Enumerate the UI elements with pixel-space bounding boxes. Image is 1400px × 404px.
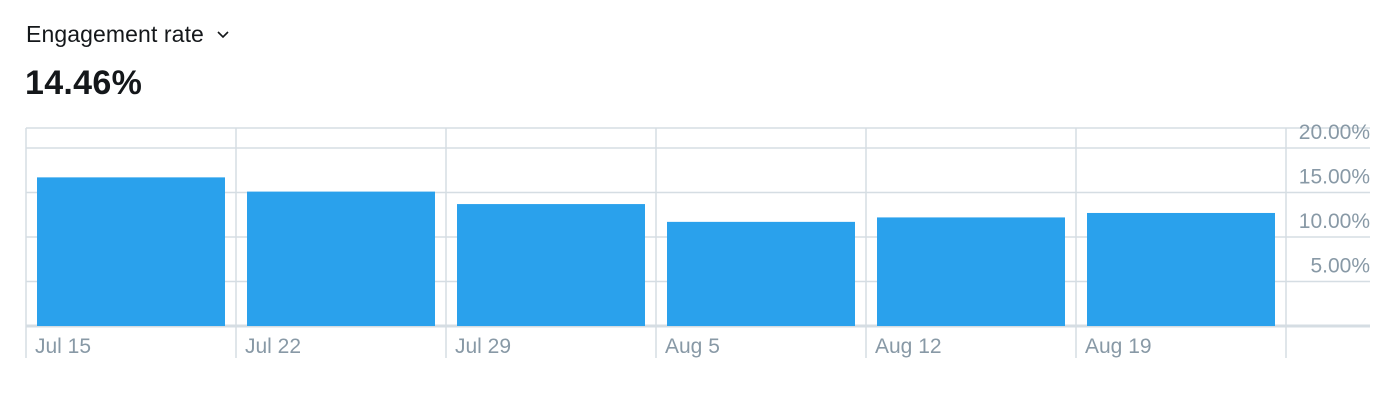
x-axis-labels: Jul 15 Jul 22 Jul 29 Aug 5 Aug 12 Aug 19 [35,335,1152,358]
x-tick-label: Jul 15 [35,335,91,358]
x-tick-label: Aug 12 [875,335,942,358]
x-tick-label: Aug 5 [665,335,720,358]
bars [37,177,1275,326]
chevron-down-icon [216,27,230,45]
bar[interactable] [247,191,435,326]
y-tick-label: 15.00% [1299,166,1370,189]
bar[interactable] [457,204,645,326]
bar[interactable] [877,217,1065,326]
metric-dropdown[interactable]: Engagement rate [26,18,230,50]
metric-label: Engagement rate [26,20,204,47]
y-axis-labels: 20.00% 15.00% 10.00% 5.00% [1299,121,1370,278]
metric-value: 14.46% [25,64,143,102]
y-tick-label: 20.00% [1299,121,1370,144]
bar[interactable] [667,221,855,326]
x-tick-label: Jul 29 [455,335,511,358]
x-tick-label: Aug 19 [1085,335,1152,358]
bar[interactable] [37,177,225,326]
x-tick-label: Jul 22 [245,335,301,358]
y-tick-label: 10.00% [1299,210,1370,233]
bar[interactable] [1087,212,1275,326]
y-tick-label: 5.00% [1310,255,1370,278]
